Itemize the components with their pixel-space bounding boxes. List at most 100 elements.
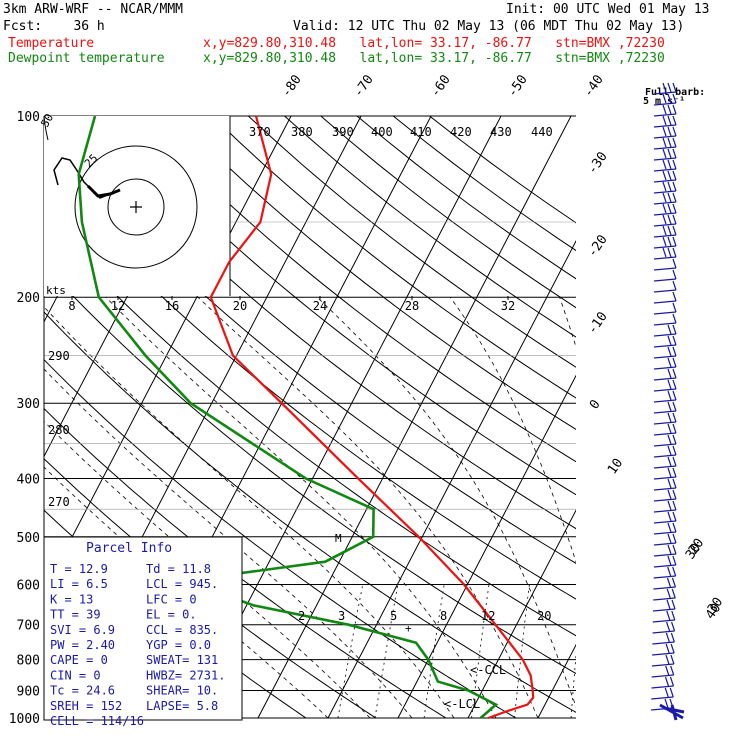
wind-barb (653, 82, 677, 95)
parcel-row-left: SVI = 6.9 (50, 623, 115, 637)
mixing-ratio-line (471, 584, 490, 719)
barb-shaft (651, 674, 674, 678)
barb-flag (667, 115, 672, 126)
barb-flag (672, 192, 677, 203)
barb-flag (665, 632, 670, 643)
barb-shaft (653, 333, 677, 337)
barb-flag (667, 511, 672, 522)
barb-flag (672, 335, 677, 346)
hodograph-ring (107, 178, 165, 236)
barb-flag (667, 225, 672, 236)
barb-shaft (653, 465, 677, 469)
parcel-row-right: YGP = 0.0 (146, 638, 211, 652)
barb-shaft (653, 586, 676, 590)
wind-barb (653, 115, 677, 128)
wind-barb (653, 181, 677, 194)
parcel-row-left: CELL = 114/16 (50, 714, 144, 728)
hodograph-outer-ring (43, 115, 49, 141)
barb-flag (669, 687, 674, 698)
wind-barb (653, 280, 677, 293)
barb-flag (667, 335, 672, 346)
dewpoint-location: x,y=829.80,310.48 lat,lon= 33.17, -86.77… (203, 51, 665, 66)
barb-flag (667, 478, 672, 489)
barb-flag (667, 500, 672, 511)
isotherm-line (397, 374, 576, 719)
barb-shaft (653, 146, 677, 150)
barb-flag (667, 434, 672, 445)
pressure-tick-label: 900 (17, 684, 40, 699)
wind-barb (653, 291, 677, 304)
wind-axis-label: 30 (683, 541, 704, 562)
barb-flag (662, 137, 667, 148)
barb-flag (672, 368, 677, 379)
dry-adiabat-line (429, 116, 576, 224)
wind-barb (653, 335, 677, 348)
barb-shaft (653, 498, 677, 502)
isotherm-label: 20 (686, 536, 707, 557)
pressure-tick-label: 500 (17, 531, 40, 546)
barb-flag (667, 401, 672, 412)
wind-barb (651, 654, 675, 667)
barb-flag (672, 214, 677, 225)
wind-barb (653, 588, 676, 601)
wind-barb (653, 434, 677, 447)
barb-shaft (653, 553, 677, 557)
parcel-row-right: Td = 11.8 (146, 562, 211, 576)
barb-flag (672, 445, 677, 456)
barb-flag (662, 247, 667, 258)
barb-shaft (653, 223, 677, 227)
wind-barb (653, 544, 677, 557)
barb-shaft (653, 487, 677, 491)
wind-barb (651, 687, 674, 700)
barb-shaft (653, 322, 677, 326)
wind-barb (653, 236, 677, 249)
barb-flag (666, 577, 672, 588)
barb-flag (672, 137, 677, 148)
barb-flag (672, 357, 677, 368)
barb-flag (672, 566, 677, 577)
theta-label: 380 (291, 125, 313, 139)
hodograph-speed-label: 32 (501, 299, 515, 313)
wind-barb (653, 566, 677, 579)
wind-barb (653, 247, 677, 260)
barb-flag (672, 434, 677, 445)
parcel-row-left: LI = 6.5 (50, 577, 108, 591)
barb-shaft (653, 509, 677, 513)
pressure-tick-label: 300 (17, 397, 40, 412)
barb-flag (671, 599, 676, 610)
ccl-annotation: <-CCL (470, 663, 506, 677)
wind-barb (653, 357, 677, 370)
barb-flag (665, 654, 670, 665)
barb-flag (666, 588, 671, 599)
barb-shaft (653, 421, 677, 425)
parcel-row-right: SHEAR= 10. (146, 684, 218, 698)
parcel-row-left: TT = 39 (50, 608, 101, 622)
barb-flag (664, 676, 670, 687)
barb-flag (667, 423, 672, 434)
barb-flag (671, 621, 676, 632)
theta-label: 440 (531, 125, 553, 139)
mixing-ratio-line (570, 650, 576, 719)
hodograph-background (44, 116, 230, 296)
hodograph-units-label: kts (46, 284, 66, 297)
barb-flag (667, 214, 672, 225)
barb-flag (672, 346, 677, 357)
parcel-info-title: Parcel Info (86, 541, 172, 556)
barb-flag (664, 698, 669, 709)
hodograph-speed-label: 16 (165, 299, 179, 313)
barb-shaft (653, 256, 677, 260)
wind-barb (653, 302, 677, 315)
wind-barb (652, 599, 676, 612)
barb-flag (667, 533, 672, 544)
barb-shaft (652, 630, 675, 634)
moist-adiabat-line (197, 296, 539, 719)
barb-flag (672, 159, 677, 170)
barb-shaft (653, 157, 677, 161)
wind-barb (653, 214, 677, 227)
barb-flag (672, 148, 677, 159)
wind-barb (653, 104, 677, 117)
wind-barb (653, 456, 677, 469)
wind-barb (653, 445, 677, 458)
wind-barb (653, 324, 677, 337)
wind-barbs: Full barb:5 m s⁻¹ (643, 82, 705, 721)
